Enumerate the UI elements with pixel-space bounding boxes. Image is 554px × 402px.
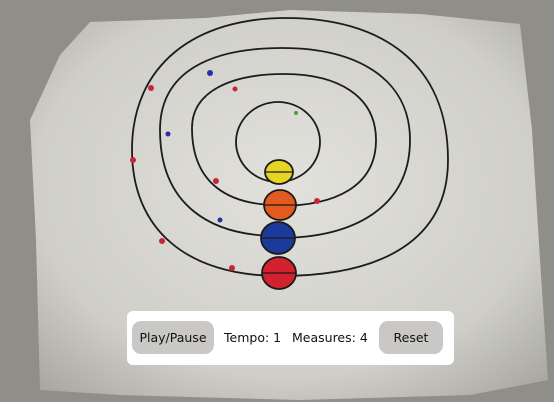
- measures-value: 4: [359, 330, 368, 345]
- orbit-3: [159, 47, 411, 239]
- tempo-readout: Tempo: 1: [224, 330, 281, 345]
- measures-readout: Measures: 4: [292, 330, 368, 345]
- play-pause-button[interactable]: Play/Pause: [132, 321, 214, 354]
- reset-button[interactable]: Reset: [379, 321, 443, 354]
- orbit-4: [131, 17, 449, 277]
- control-bar: Play/Pause Tempo: 1 Measures: 4 Reset: [127, 311, 454, 365]
- tempo-label: Tempo:: [224, 330, 270, 345]
- tempo-value: 1: [273, 330, 282, 345]
- orbits: [131, 17, 449, 277]
- measures-label: Measures:: [292, 330, 356, 345]
- orbit-markers: [130, 70, 320, 271]
- orbit-2: [191, 73, 377, 207]
